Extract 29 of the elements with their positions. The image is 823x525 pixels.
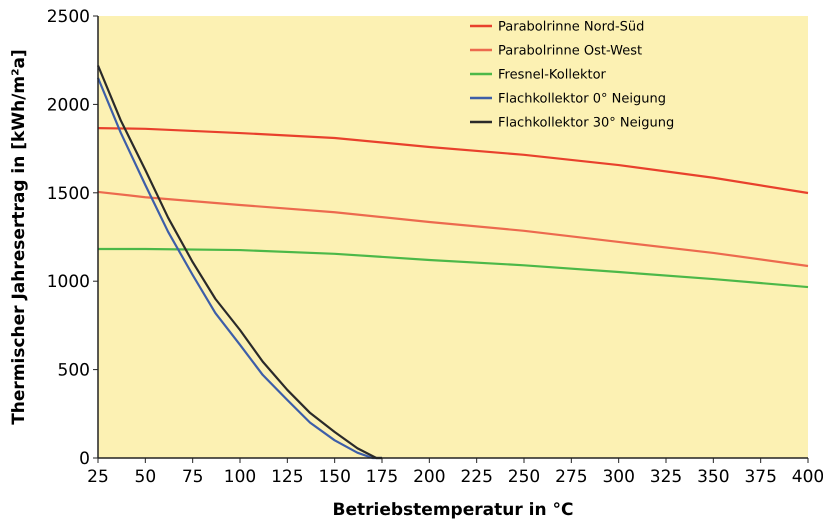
x-tick-label: 375 (744, 467, 777, 487)
x-tick-label: 175 (366, 467, 398, 487)
x-tick-label: 200 (413, 467, 446, 487)
legend-label: Parabolrinne Nord-Süd (498, 20, 644, 35)
x-tick-label: 100 (224, 467, 256, 487)
legend-label: Fresnel-Kollektor (498, 68, 607, 83)
x-tick-label: 25 (87, 467, 109, 487)
x-tick-label: 75 (182, 467, 204, 487)
x-tick-label: 150 (318, 467, 351, 487)
y-tick-label: 2000 (46, 95, 90, 116)
x-tick-label: 250 (508, 467, 540, 487)
legend-label: Flachkollektor 0° Neigung (498, 92, 666, 107)
x-tick-label: 125 (271, 467, 304, 487)
y-tick-label: 1500 (46, 184, 90, 204)
y-tick-label: 2500 (46, 6, 90, 27)
x-tick-label: 225 (460, 467, 493, 487)
legend-label: Flachkollektor 30° Neigung (498, 116, 674, 131)
y-tick-label: 0 (79, 448, 90, 469)
x-tick-label: 350 (697, 467, 730, 487)
x-tick-label: 275 (555, 467, 588, 487)
y-tick-label: 1000 (46, 272, 90, 292)
x-axis-title: Betriebstemperatur in °C (332, 500, 574, 520)
x-tick-label: 325 (650, 467, 682, 487)
x-tick-label: 400 (792, 467, 823, 487)
x-tick-label: 50 (134, 467, 156, 487)
y-axis-title: Thermischer Jahresertrag in [kWh/m²a] (9, 49, 29, 425)
y-tick-label: 500 (58, 360, 90, 381)
x-tick-label: 300 (602, 467, 635, 487)
legend-label: Parabolrinne Ost-West (498, 44, 642, 59)
